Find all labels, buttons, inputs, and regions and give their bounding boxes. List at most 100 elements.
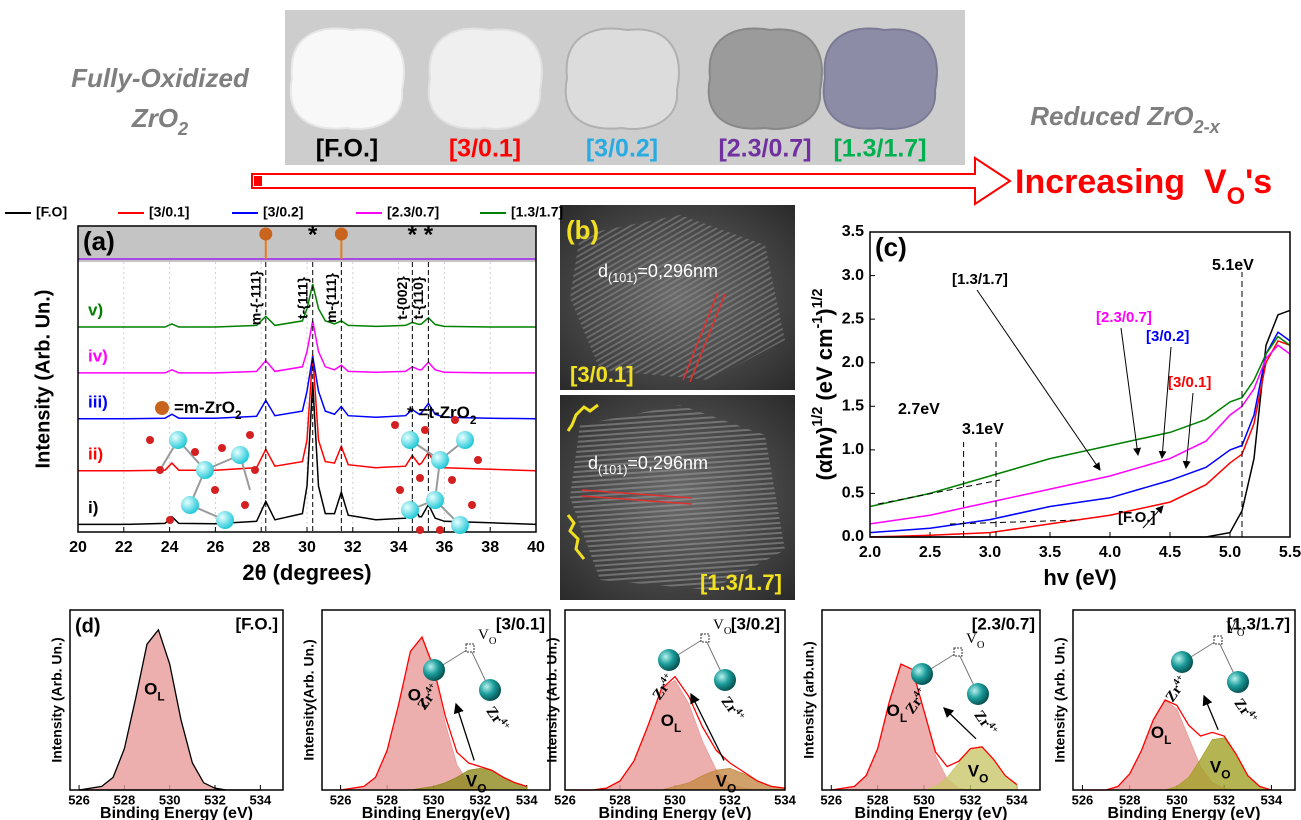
annotation: 2.7eV bbox=[898, 401, 940, 418]
panel-label: (b) bbox=[566, 215, 599, 245]
peak-label: t-{111} bbox=[294, 276, 310, 319]
peak-label: VO bbox=[1210, 758, 1231, 782]
atom bbox=[246, 431, 254, 439]
x-tick-label: 534 bbox=[1261, 792, 1283, 807]
peak-label: VO bbox=[968, 762, 989, 786]
peak-label: OL bbox=[408, 686, 429, 710]
vacancy-label-part: O bbox=[1237, 628, 1245, 639]
label-arrow bbox=[1142, 505, 1164, 529]
x-tick-label: 30 bbox=[298, 539, 316, 556]
x-tick-label: 526 bbox=[330, 792, 352, 807]
legend-label: [3/0.1] bbox=[149, 204, 189, 220]
ion-label: Zr4+ bbox=[482, 702, 513, 735]
tangent-line bbox=[949, 519, 1081, 525]
x-tick-label: 534 bbox=[249, 792, 271, 807]
vacancy-site bbox=[953, 647, 963, 657]
series-label: [2.3/0.7] bbox=[1096, 309, 1152, 326]
y-tick-label: 1.5 bbox=[842, 398, 864, 415]
lattice-mark bbox=[689, 293, 726, 383]
arrow bbox=[453, 702, 475, 761]
atom bbox=[401, 431, 419, 449]
surface-disorder bbox=[566, 403, 599, 432]
series-line bbox=[78, 320, 536, 374]
arrow bbox=[943, 707, 977, 740]
panel-label: (c) bbox=[875, 232, 907, 262]
y-tick-label: 3.5 bbox=[842, 223, 864, 240]
atom bbox=[416, 474, 424, 482]
ion-label-part: Zr bbox=[482, 704, 505, 727]
series-line bbox=[869, 344, 1291, 525]
peak-label-part: L bbox=[674, 721, 681, 735]
ion-label: Zr4+ bbox=[1161, 672, 1192, 705]
x-tick-label: 20 bbox=[69, 539, 87, 556]
peak-label-part: L bbox=[900, 711, 907, 725]
x-tick-label: 528 bbox=[867, 792, 889, 807]
ion-label-part: Zr bbox=[1230, 696, 1253, 719]
vacancy-label: VO bbox=[966, 631, 985, 650]
series-line bbox=[831, 663, 1018, 791]
y-axis-label: Intensity (Arb. Un.) bbox=[1052, 637, 1068, 762]
m-phase-marker bbox=[259, 227, 273, 241]
x-axis-label: Binding Energy (eV) bbox=[1108, 805, 1261, 820]
x-tick-label: 532 bbox=[960, 792, 982, 807]
sample-pellet bbox=[707, 27, 823, 130]
y-axis-label: Intensity (arb.un.) bbox=[801, 641, 817, 758]
zr-ion bbox=[423, 659, 445, 681]
y-tick-label: 0.5 bbox=[842, 485, 864, 502]
vacancy-label-part: V bbox=[478, 627, 489, 643]
atom bbox=[468, 501, 476, 509]
lattice-spacing-part: =0,296nm bbox=[637, 261, 718, 281]
curve-label: v) bbox=[88, 300, 103, 319]
x-tick-label: 526 bbox=[68, 792, 90, 807]
m-phase-legend: =m-ZrO2 bbox=[174, 398, 242, 422]
atom bbox=[251, 466, 259, 474]
series-line bbox=[869, 335, 1291, 508]
peak-label: m-{-111} bbox=[247, 270, 263, 325]
peak-label: OL bbox=[661, 711, 682, 735]
atom bbox=[231, 446, 249, 464]
right-label-part: 2-x bbox=[1192, 117, 1220, 137]
sample-label: [3/0.1] bbox=[449, 135, 521, 163]
peak-label-part: V bbox=[466, 772, 478, 791]
curve-label: ii) bbox=[88, 444, 103, 463]
m-phase-key bbox=[155, 401, 169, 415]
x-tick-label: 528 bbox=[114, 792, 136, 807]
zr-ion bbox=[1227, 671, 1249, 693]
y-tick-label: 1.0 bbox=[842, 441, 864, 458]
m-phase-marker bbox=[334, 227, 348, 241]
atom bbox=[421, 426, 429, 434]
image-sample: [3/0.1] bbox=[570, 362, 634, 387]
atom bbox=[448, 476, 456, 484]
annotation: 5.1eV bbox=[1212, 257, 1254, 274]
peak-label-part: V bbox=[716, 772, 728, 791]
x-axis-label: Binding Energy (eV) bbox=[100, 805, 253, 820]
peak-label-part: O bbox=[408, 686, 421, 705]
peak-label-part: V bbox=[968, 762, 980, 781]
arrow-label: Increasing VO's bbox=[1015, 163, 1272, 210]
series-label: [F.O.] bbox=[1118, 509, 1156, 526]
lattice-spacing-part: (101) bbox=[608, 271, 637, 285]
legend-label: [3/0.2] bbox=[263, 204, 303, 220]
peak-label-part: O bbox=[887, 701, 900, 720]
panel-label: (d) bbox=[75, 615, 101, 637]
ion-label-part: Zr bbox=[970, 708, 993, 731]
legend-label: [2.3/0.7] bbox=[387, 204, 439, 220]
y-axis-label-part: ) bbox=[812, 308, 837, 315]
m-phase-legend-part: =m-ZrO bbox=[174, 398, 235, 417]
arrow-label-part: 's bbox=[1245, 163, 1272, 201]
left-label: Fully-Oxidized bbox=[71, 63, 250, 93]
zr-ion bbox=[1171, 651, 1193, 673]
y-axis-label-part: 1/2 bbox=[810, 407, 826, 427]
arrow bbox=[1202, 694, 1219, 731]
plot-frame bbox=[564, 609, 786, 791]
series-label: [3/0.1] bbox=[1168, 374, 1211, 391]
atom bbox=[169, 431, 187, 449]
sample-pellet bbox=[289, 27, 405, 130]
series-line bbox=[565, 675, 786, 791]
peak-label-part: O bbox=[144, 680, 157, 699]
series-line bbox=[1082, 699, 1272, 791]
vacancy-label-part: O bbox=[977, 640, 985, 651]
sample-label: [1.3/1.7] bbox=[1227, 614, 1290, 633]
peak-label-part: O bbox=[661, 711, 674, 730]
x-tick-label: 534 bbox=[774, 792, 796, 807]
